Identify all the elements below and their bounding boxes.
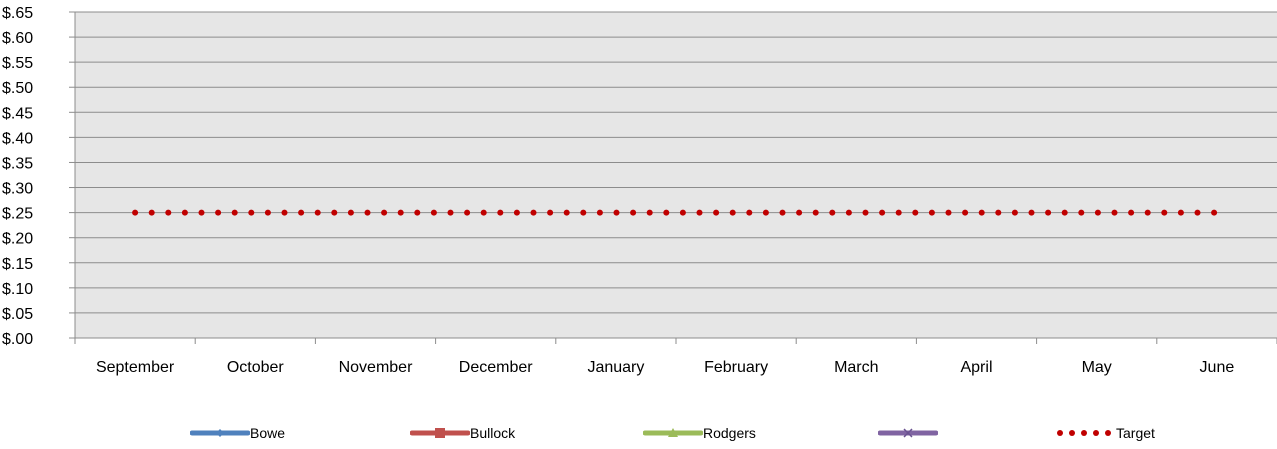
x-tick-label: September — [96, 359, 175, 376]
x-tick-label: December — [459, 359, 533, 376]
x-tick-label: April — [960, 359, 992, 376]
gridlines — [75, 11, 1277, 339]
y-tick-label: $.55 — [2, 55, 33, 72]
x-tick-label: February — [704, 359, 768, 376]
y-axis: $.00 $.05 $.10 $.15 $.20 $.25 $.30 $.35 $.40 $.45… — [2, 5, 76, 348]
legend-item-bowe: Bowe — [190, 420, 285, 446]
x-tick-label: November — [339, 359, 413, 376]
y-tick-label: $.25 — [2, 206, 33, 223]
bullock-line-icon — [410, 428, 470, 438]
y-tick-label: $.05 — [2, 306, 33, 323]
y-tick-label: $.10 — [2, 281, 33, 298]
x-tick-label: October — [227, 359, 285, 376]
rodgers-line-icon — [643, 428, 703, 437]
legend-item-rodgers: Rodgers — [643, 420, 756, 446]
x-tick-label: June — [1200, 359, 1235, 376]
y-tick-label: $.30 — [2, 181, 33, 198]
plot-area — [75, 12, 1277, 338]
x-tick-label: January — [587, 359, 644, 376]
x-axis: September October November December January F… — [74, 337, 1277, 376]
target-dotted-line-icon — [1057, 430, 1111, 436]
y-tick-label: $.45 — [2, 105, 33, 122]
line-chart: $.00 $.05 $.10 $.15 $.20 $.25 $.30 $.35 $.40 $.45… — [2, 5, 1277, 376]
purple-line-icon — [878, 428, 938, 438]
y-tick-label: $.15 — [2, 256, 33, 273]
legend-item-unnamed — [878, 420, 938, 446]
y-tick-label: $.20 — [2, 231, 33, 248]
legend-label-target: Target — [1116, 425, 1155, 441]
legend-item-target: Target — [1056, 420, 1155, 446]
y-tick-label: $.00 — [2, 331, 33, 348]
y-tick-label: $.50 — [2, 80, 33, 97]
x-tick-label: May — [1082, 359, 1112, 376]
y-tick-label: $.35 — [2, 155, 33, 172]
legend-label-rodgers: Rodgers — [703, 425, 756, 441]
y-tick-label: $.65 — [2, 5, 33, 22]
x-tick-label: March — [834, 359, 878, 376]
legend-label-bowe: Bowe — [250, 425, 286, 441]
legend-label-bullock: Bullock — [470, 425, 516, 441]
y-tick-label: $.60 — [2, 30, 33, 47]
bowe-line-icon — [190, 429, 250, 437]
legend-item-bullock: Bullock — [410, 420, 515, 446]
y-tick-label: $.40 — [2, 130, 33, 147]
legend: Bowe Bullock Rodgers Target — [0, 420, 1277, 446]
